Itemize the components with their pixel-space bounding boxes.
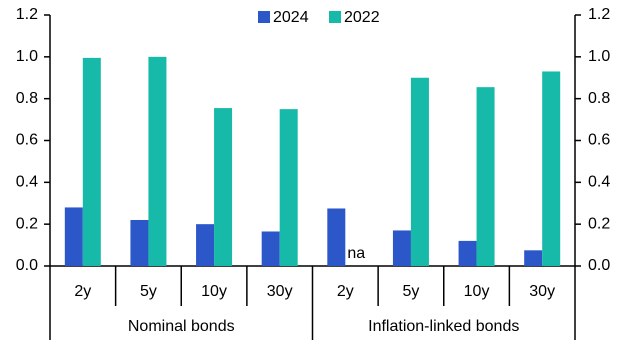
x-tick-label: 2y [337, 283, 354, 300]
bar [524, 250, 543, 266]
y2-tick-label: 1.0 [588, 48, 610, 65]
bar [148, 56, 167, 267]
y-tick-label: 1.0 [16, 48, 38, 65]
legend-swatch [329, 11, 341, 23]
x-tick-label: 5y [140, 283, 157, 300]
y2-tick-label: 1.2 [588, 6, 610, 23]
y2-tick-label: 0.6 [588, 132, 610, 149]
bar [542, 71, 561, 266]
bar [327, 208, 346, 266]
bar [196, 224, 215, 266]
group-label: Inflation-linked bonds [368, 318, 519, 335]
bar [64, 207, 83, 266]
x-tick-label: 10y [201, 283, 227, 300]
value-label: na [347, 245, 365, 262]
bar [392, 230, 411, 266]
bar [410, 77, 429, 266]
bar [458, 240, 477, 266]
y2-tick-label: 0.4 [588, 174, 610, 191]
legend-label: 2022 [344, 9, 380, 26]
y-tick-label: 0.2 [16, 215, 38, 232]
x-tick-label: 2y [74, 283, 91, 300]
bar [82, 57, 101, 266]
y2-tick-label: 0.8 [588, 90, 610, 107]
bar [130, 219, 149, 266]
bar [476, 87, 495, 266]
bar [261, 231, 280, 266]
legend-label: 2024 [273, 9, 309, 26]
y-tick-label: 0.4 [16, 174, 38, 191]
y2-tick-label: 0.2 [588, 215, 610, 232]
y-tick-label: 0.0 [16, 257, 38, 274]
y2-tick-label: 0.0 [588, 257, 610, 274]
x-tick-label: 30y [267, 283, 293, 300]
group-label: Nominal bonds [128, 318, 235, 335]
x-tick-label: 5y [402, 283, 419, 300]
legend-swatch [258, 11, 270, 23]
y-tick-label: 1.2 [16, 6, 38, 23]
y-tick-label: 0.6 [16, 132, 38, 149]
y-tick-label: 0.8 [16, 90, 38, 107]
bar [214, 108, 233, 267]
x-tick-label: 10y [464, 283, 490, 300]
x-tick-label: 30y [529, 283, 555, 300]
bar [279, 109, 298, 266]
